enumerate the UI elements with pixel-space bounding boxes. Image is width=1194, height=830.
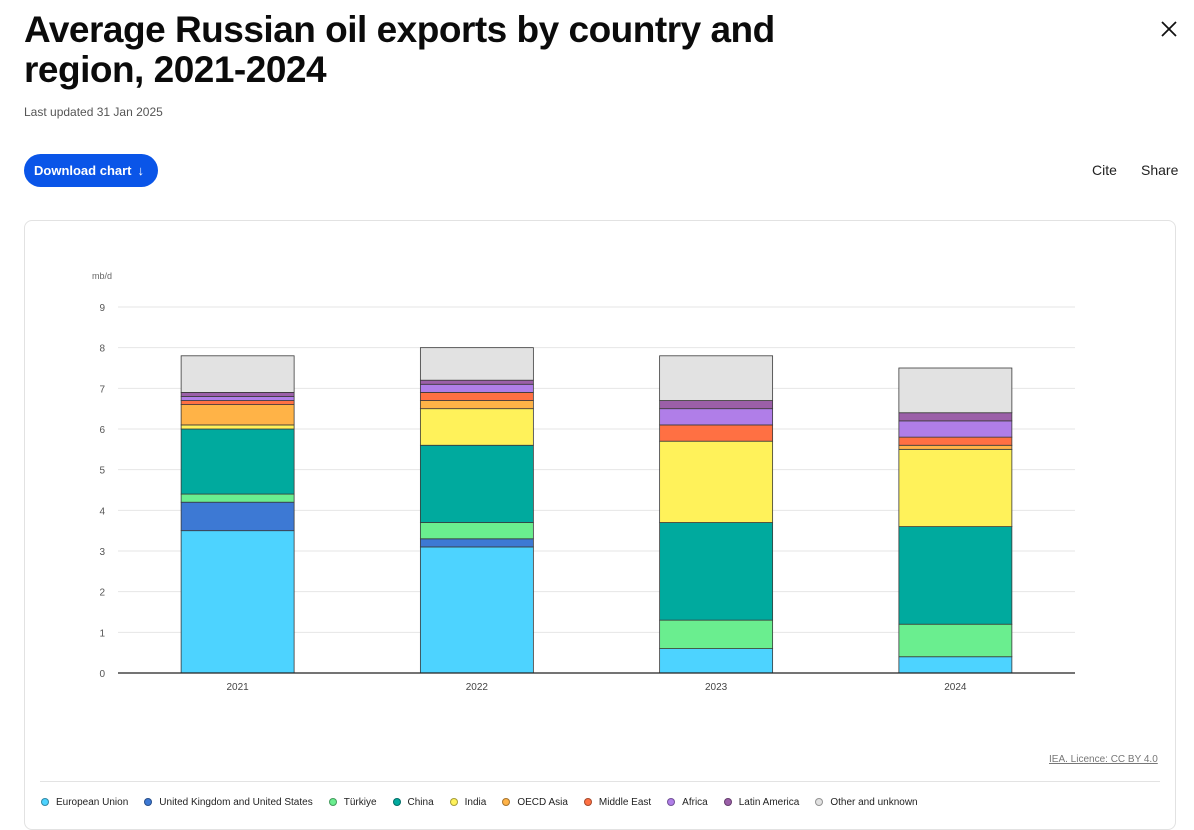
- legend-item[interactable]: Africa: [667, 797, 708, 808]
- legend-swatch: [328, 798, 337, 806]
- legend-label: European Union: [56, 796, 129, 808]
- y-tick-label: 7: [99, 384, 105, 395]
- legend-item[interactable]: Latin America: [723, 796, 800, 808]
- y-tick-label: 2: [99, 588, 105, 599]
- legend-label: India: [464, 796, 487, 808]
- bar-segment-latin-america: [180, 391, 295, 397]
- y-tick-label: 5: [99, 466, 105, 477]
- bar-segment-middle-east: [898, 436, 1013, 446]
- bar-segment-africa: [659, 408, 774, 426]
- legend-item[interactable]: China: [392, 796, 434, 808]
- close-icon: [1161, 21, 1177, 37]
- bar-segment-latin-america: [898, 412, 1013, 422]
- legend-swatch: [41, 798, 49, 806]
- cite-link[interactable]: Cite: [1092, 162, 1117, 178]
- bar-segment-oecd-asia: [898, 444, 1013, 450]
- y-tick-label: 4: [99, 506, 105, 517]
- legend-item[interactable]: OECD Asia: [502, 797, 568, 808]
- download-chart-button[interactable]: Download chart ↓: [24, 154, 159, 187]
- legend-swatch: [392, 798, 401, 806]
- legend-label: Türkiye: [343, 796, 377, 808]
- bar-segment-middle-east: [180, 400, 295, 405]
- legend-swatch: [667, 798, 676, 806]
- bar-segment-china: [898, 526, 1013, 625]
- legend-item[interactable]: United Kingdom and United States: [144, 796, 313, 808]
- legend-label: United Kingdom and United States: [159, 796, 313, 808]
- bar-segment-other-and-unknown: [898, 367, 1013, 414]
- bar-segment-india: [659, 440, 774, 523]
- legend-label: Latin America: [738, 796, 800, 808]
- arrow-down-icon: ↓: [137, 163, 145, 178]
- legend-item[interactable]: Other and unknown: [815, 796, 918, 808]
- bar-segment-latin-america: [419, 379, 534, 385]
- legend-label: China: [407, 796, 434, 808]
- bar-segment-other-and-unknown: [659, 355, 774, 401]
- bar-segment-india: [419, 408, 534, 446]
- y-axis-label: mb/d: [92, 271, 112, 281]
- legend-swatch: [449, 798, 458, 806]
- bar-segment-africa: [898, 420, 1013, 438]
- bar-segment-latin-america: [659, 400, 774, 410]
- y-tick-label: 1: [99, 628, 105, 639]
- page-title: Average Russian oil exports by country a…: [24, 9, 775, 90]
- bar-segment-european-union: [180, 530, 295, 674]
- bar-segment-other-and-unknown: [419, 347, 534, 381]
- legend-swatch: [144, 798, 153, 806]
- bar-segment-middle-east: [419, 391, 534, 401]
- licence-link[interactable]: IEA. Licence: CC BY 4.0: [1049, 754, 1158, 765]
- bar-segment-t-rkiye: [898, 623, 1013, 658]
- bar-segment-other-and-unknown: [180, 355, 295, 393]
- close-button[interactable]: [1156, 16, 1182, 42]
- bar-segment-india: [898, 448, 1013, 528]
- legend-swatch: [583, 798, 592, 806]
- legend-swatch: [815, 798, 824, 806]
- y-tick-label: 6: [99, 425, 105, 436]
- y-tick-label: 8: [99, 344, 105, 355]
- bar-segment-africa: [180, 396, 295, 401]
- download-chart-label: Download chart: [34, 163, 132, 178]
- legend-item[interactable]: Middle East: [583, 796, 652, 808]
- last-updated-text: Last updated 31 Jan 2025: [24, 105, 163, 119]
- y-tick-label: 0: [99, 669, 105, 680]
- bar-segment-european-union: [659, 648, 774, 674]
- legend-divider: [40, 781, 1160, 782]
- legend-item[interactable]: European Union: [41, 797, 128, 808]
- x-tick-label: 2024: [944, 682, 967, 693]
- bar-segment-t-rkiye: [659, 619, 774, 650]
- legend-item[interactable]: India: [449, 796, 487, 808]
- bar-segment-china: [180, 428, 295, 495]
- bar-segment-china: [419, 444, 534, 523]
- chart-legend: European Union United Kingdom and United …: [41, 794, 934, 810]
- legend-swatch: [723, 798, 732, 806]
- legend-label: OECD Asia: [517, 796, 568, 808]
- share-link[interactable]: Share: [1141, 162, 1179, 178]
- y-tick-label: 9: [99, 303, 105, 314]
- bar-segment-oecd-asia: [419, 400, 534, 410]
- bar-segment-t-rkiye: [180, 493, 295, 503]
- x-tick-label: 2021: [227, 682, 250, 693]
- bar-segment-middle-east: [659, 424, 774, 442]
- bar-segment-european-union: [419, 546, 534, 674]
- bar-segment-oecd-asia: [180, 404, 295, 426]
- x-tick-label: 2023: [705, 682, 728, 693]
- bar-segment-united-kingdom-and-united-states: [180, 501, 295, 532]
- legend-label: Other and unknown: [830, 796, 918, 808]
- bar-segment-united-kingdom-and-united-states: [419, 538, 534, 548]
- bar-segment-european-union: [898, 656, 1013, 674]
- bar-segment-t-rkiye: [419, 522, 534, 540]
- bar-segment-china: [659, 522, 774, 621]
- y-tick-label: 3: [99, 547, 105, 558]
- legend-label: Middle East: [598, 796, 652, 808]
- bar-segment-africa: [419, 383, 534, 393]
- legend-item[interactable]: Türkiye: [328, 796, 377, 808]
- x-tick-label: 2022: [466, 682, 489, 693]
- legend-label: Africa: [682, 796, 708, 808]
- legend-swatch: [502, 798, 511, 806]
- bar-segment-india: [180, 424, 295, 430]
